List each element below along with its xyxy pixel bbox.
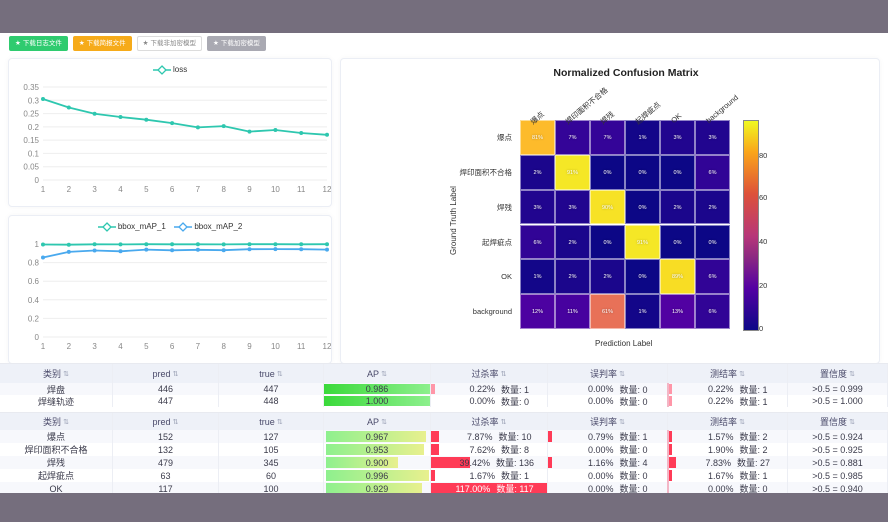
svg-text:0: 0: [35, 333, 40, 342]
svg-text:6: 6: [170, 342, 175, 351]
svg-text:3: 3: [92, 342, 97, 351]
svg-text:0.2: 0.2: [28, 314, 40, 323]
svg-text:10: 10: [271, 185, 280, 194]
svg-text:0.4: 0.4: [28, 296, 40, 305]
svg-text:12: 12: [323, 342, 332, 351]
svg-text:1: 1: [35, 240, 40, 249]
svg-text:2: 2: [67, 185, 72, 194]
svg-text:10: 10: [271, 342, 280, 351]
svg-text:8: 8: [221, 342, 226, 351]
svg-text:2: 2: [67, 342, 72, 351]
svg-text:6: 6: [170, 185, 175, 194]
svg-text:12: 12: [323, 185, 332, 194]
svg-text:9: 9: [247, 342, 252, 351]
svg-text:5: 5: [144, 185, 149, 194]
svg-text:0.2: 0.2: [28, 123, 40, 132]
svg-text:9: 9: [247, 185, 252, 194]
svg-text:0.05: 0.05: [23, 163, 39, 172]
svg-text:7: 7: [196, 342, 201, 351]
svg-text:4: 4: [118, 185, 123, 194]
svg-text:0.3: 0.3: [28, 96, 40, 105]
svg-text:0.6: 0.6: [28, 277, 40, 286]
svg-text:0.35: 0.35: [23, 83, 39, 92]
svg-text:0.25: 0.25: [23, 110, 39, 119]
svg-text:1: 1: [41, 342, 46, 351]
svg-text:0.15: 0.15: [23, 136, 39, 145]
svg-text:11: 11: [297, 342, 306, 351]
svg-text:7: 7: [196, 185, 201, 194]
svg-text:0.1: 0.1: [28, 149, 40, 158]
svg-text:4: 4: [118, 342, 123, 351]
svg-text:8: 8: [221, 185, 226, 194]
svg-text:0.8: 0.8: [28, 259, 40, 268]
svg-text:0: 0: [35, 176, 40, 185]
svg-text:1: 1: [41, 185, 46, 194]
svg-text:5: 5: [144, 342, 149, 351]
svg-text:3: 3: [92, 185, 97, 194]
svg-text:11: 11: [297, 185, 306, 194]
